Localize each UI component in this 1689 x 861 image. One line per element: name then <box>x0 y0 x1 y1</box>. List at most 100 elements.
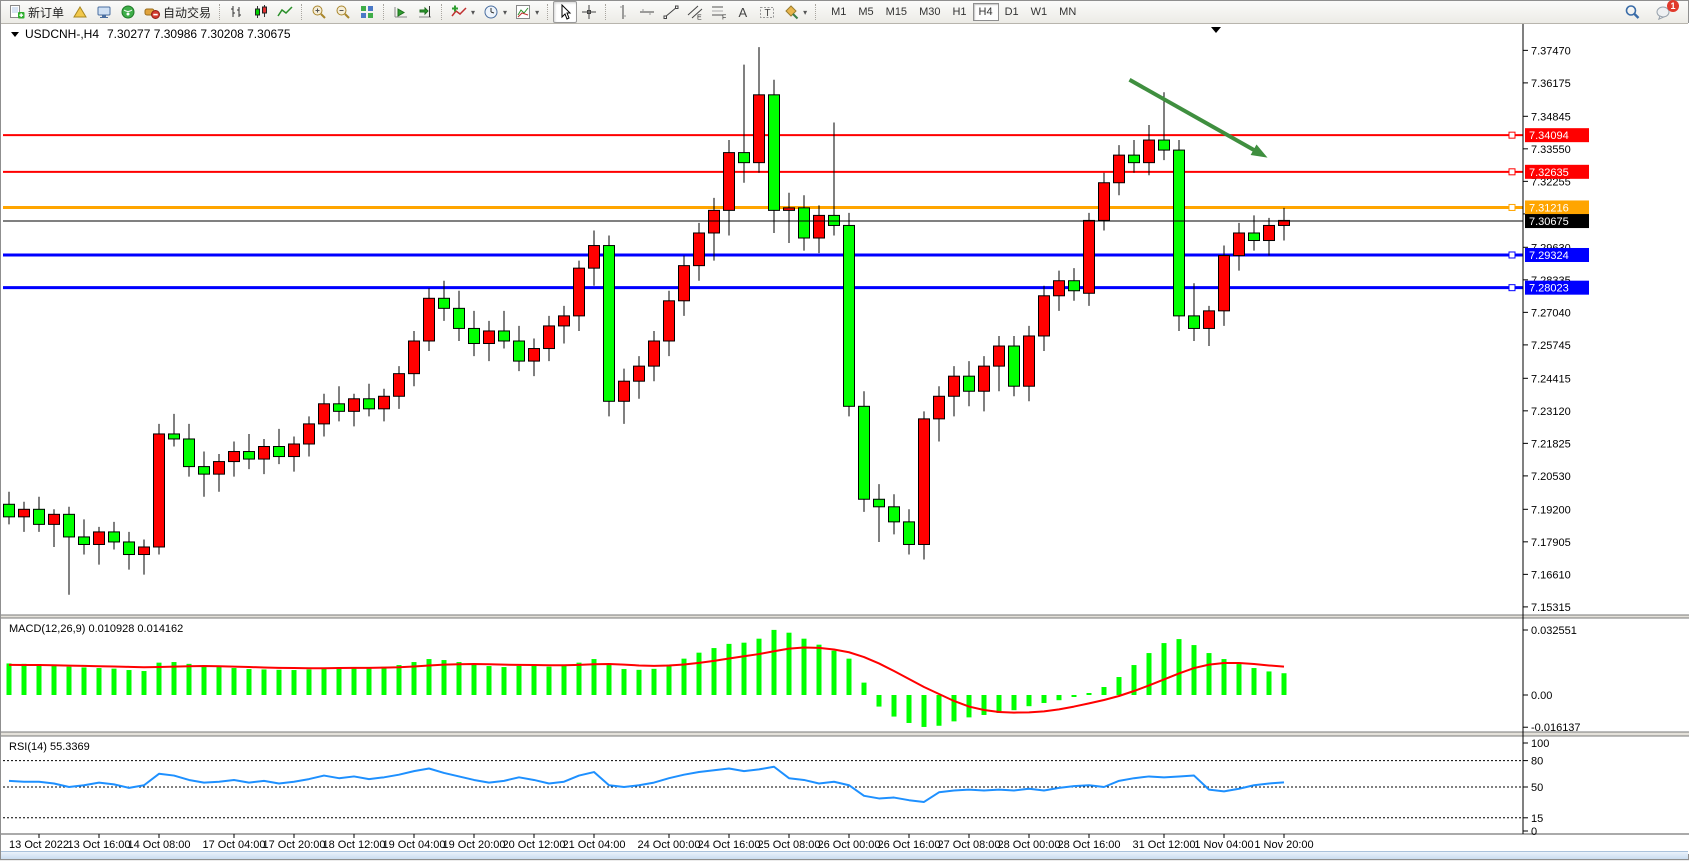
timeframe-h4[interactable]: H4 <box>972 3 999 21</box>
linechart-icon <box>277 4 293 20</box>
chevron-down-icon[interactable]: ▾ <box>471 7 476 17</box>
hline-7.29324-tag <box>1525 247 1589 262</box>
wizard-icon <box>72 4 88 20</box>
wizard-button[interactable] <box>68 1 92 23</box>
rsi-tick-label: 15 <box>1531 813 1543 825</box>
pane-separator[interactable] <box>1 732 1689 736</box>
cursor-button[interactable] <box>553 1 578 23</box>
horizontal-line-button[interactable] <box>635 1 659 23</box>
fibonacci-button[interactable]: F <box>707 1 731 23</box>
candle <box>933 386 945 442</box>
chevron-down-icon[interactable]: ▾ <box>803 7 808 17</box>
macd-tick-label: 0.032551 <box>1531 625 1577 637</box>
candle-body <box>948 375 960 397</box>
candle-body <box>378 395 390 410</box>
zoom-out-button[interactable] <box>331 1 355 23</box>
candle-body <box>483 330 495 345</box>
timeframe-mn[interactable]: MN <box>1059 6 1077 18</box>
line-handle[interactable] <box>1508 251 1516 259</box>
tile-windows-button[interactable] <box>355 1 379 23</box>
vertical-line-button[interactable] <box>611 1 635 23</box>
time-label: 19 Oct 20:00 <box>443 839 506 851</box>
line-handle[interactable] <box>1508 203 1516 211</box>
macd-histogram-bar <box>696 652 702 695</box>
rsi-tick-label: 100 <box>1531 738 1549 750</box>
chevron-down-icon[interactable]: ▾ <box>503 7 508 17</box>
chart-shift-button[interactable] <box>413 1 437 23</box>
data-window-button[interactable] <box>116 1 140 23</box>
new-order-button[interactable]: 新订单 <box>5 1 68 23</box>
line-chart-button[interactable] <box>273 1 297 23</box>
candle-body <box>1128 154 1140 164</box>
trend-arrow-head[interactable] <box>1250 144 1268 158</box>
line-handle[interactable] <box>1508 131 1516 139</box>
text-button[interactable]: A <box>731 1 755 23</box>
candle-body <box>1248 232 1260 242</box>
candle <box>663 290 675 357</box>
pane-separator[interactable] <box>1 615 1689 618</box>
auto-trading-button[interactable]: 自动交易 <box>140 1 215 23</box>
timeframe-w1[interactable]: W1 <box>1030 6 1048 18</box>
new-order-button-label: 新订单 <box>28 5 65 20</box>
line-handle[interactable] <box>1508 284 1516 292</box>
indicators-button[interactable]: ▾ <box>447 1 479 23</box>
trend-arrow-shaft[interactable] <box>1128 78 1260 155</box>
candle-body <box>1218 255 1230 312</box>
candle <box>753 47 765 173</box>
chevron-down-icon[interactable]: ▾ <box>535 7 540 17</box>
macd-histogram-bar <box>396 665 402 695</box>
trendline-button[interactable] <box>659 1 683 23</box>
chart-dropdown-icon[interactable] <box>11 32 19 37</box>
line-handle[interactable] <box>1508 168 1516 176</box>
macd-histogram-bar <box>831 650 837 695</box>
candle-chart-button[interactable] <box>249 1 273 23</box>
candle-body <box>258 446 270 460</box>
text-label-button[interactable]: T <box>755 1 779 23</box>
crosshair-button[interactable] <box>577 1 601 23</box>
auto-scroll-button[interactable] <box>389 1 413 23</box>
candle <box>783 192 795 244</box>
candle <box>528 338 540 377</box>
macd-signal-line <box>8 646 1285 714</box>
templates-button[interactable]: ▾ <box>511 1 543 23</box>
timeframe-m5[interactable]: M5 <box>858 6 874 18</box>
current-price-tag-label: 7.30675 <box>1529 216 1569 228</box>
search-button[interactable] <box>1620 1 1644 23</box>
monitor-icon <box>96 4 112 20</box>
macd-histogram-bar <box>96 668 102 695</box>
timeframe-d1[interactable]: D1 <box>1004 6 1019 18</box>
timeframe-m30[interactable]: M30 <box>919 6 941 18</box>
macd-histogram-bar <box>1116 677 1122 695</box>
candle-body <box>558 315 570 327</box>
timeframe-m1[interactable]: M1 <box>831 6 847 18</box>
candle <box>1188 283 1200 341</box>
bar-chart-button[interactable] <box>225 1 249 23</box>
time-label: 24 Oct 16:00 <box>698 839 761 851</box>
market-watch-button[interactable] <box>92 1 116 23</box>
macd-histogram-bar <box>1266 671 1272 695</box>
hline-7.34094-tag-label: 7.34094 <box>1529 130 1569 142</box>
periods-button[interactable]: ▾ <box>479 1 511 23</box>
shapes-button[interactable]: ▾ <box>779 1 811 23</box>
price-axis-area[interactable] <box>1523 23 1689 834</box>
timeframe-m15[interactable]: M15 <box>885 6 908 18</box>
candle <box>708 197 720 261</box>
zoom-in-button[interactable] <box>307 1 331 23</box>
scroll-end-marker-icon[interactable] <box>1211 27 1221 33</box>
candle <box>168 413 180 447</box>
channel-button[interactable]: E <box>683 1 707 23</box>
candle-body <box>468 327 480 345</box>
timeframe-h1[interactable]: H1 <box>952 6 967 18</box>
time-label: 13 Oct 2022 <box>9 839 69 851</box>
macd-histogram-bar <box>1071 695 1077 697</box>
macd-histogram-bar <box>636 669 642 695</box>
macd-histogram-bar <box>1131 665 1137 695</box>
macd-histogram-bar <box>936 695 942 726</box>
candle <box>228 441 240 477</box>
notifications-button[interactable]: 1 <box>1652 0 1679 23</box>
candle <box>1158 92 1170 161</box>
candlestick-series <box>3 47 1290 595</box>
template-icon <box>515 4 531 20</box>
candle-body <box>1158 139 1170 151</box>
